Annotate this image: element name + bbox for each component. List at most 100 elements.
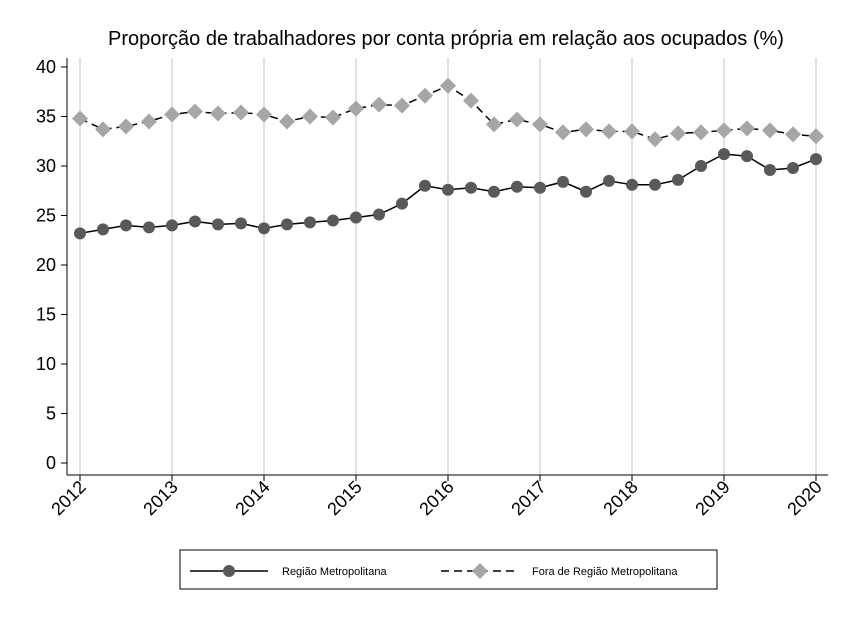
data-point xyxy=(693,124,709,141)
data-point xyxy=(373,208,385,221)
data-point xyxy=(670,125,686,142)
legend-item-2: Fora de Região Metropolitana xyxy=(441,563,678,579)
data-point xyxy=(164,106,180,123)
data-point xyxy=(279,113,295,130)
data-point xyxy=(764,163,776,176)
legend-box xyxy=(179,549,718,590)
data-point xyxy=(624,123,640,140)
data-point xyxy=(212,218,224,231)
series-1 xyxy=(74,148,822,240)
data-point xyxy=(348,100,364,117)
data-point xyxy=(233,104,249,121)
legend-items: Região Metropolitana Fora de Região Metro… xyxy=(190,563,678,579)
data-point xyxy=(463,92,479,109)
data-point xyxy=(580,185,592,198)
data-point xyxy=(555,124,571,141)
data-point xyxy=(532,116,548,133)
legend-item-1: Região Metropolitana xyxy=(190,565,387,578)
y-tick-label: 10 xyxy=(36,354,56,374)
data-point xyxy=(741,150,753,163)
data-point xyxy=(256,106,272,123)
data-point xyxy=(785,126,801,143)
y-axis-ticks: 0 5 10 15 20 25 30 35 40 xyxy=(36,57,67,473)
y-tick-label: 5 xyxy=(46,404,56,424)
x-tick-label: 2017 xyxy=(507,477,549,519)
data-point xyxy=(325,109,341,126)
legend: Região Metropolitana Fora de Região Metro… xyxy=(179,549,718,590)
y-tick-label: 0 xyxy=(46,453,56,473)
data-point xyxy=(440,77,456,94)
data-point xyxy=(396,197,408,210)
data-point xyxy=(787,161,799,174)
data-point xyxy=(509,111,525,128)
data-point xyxy=(534,181,546,194)
data-point xyxy=(739,120,755,137)
data-point xyxy=(488,185,500,198)
data-point xyxy=(603,174,615,187)
data-point xyxy=(394,97,410,114)
legend-label: Região Metropolitana xyxy=(282,566,387,578)
y-tick-label: 25 xyxy=(36,206,56,226)
data-point xyxy=(649,178,661,191)
data-point xyxy=(486,116,502,133)
x-tick-label: 2013 xyxy=(139,477,181,519)
data-point xyxy=(304,216,316,229)
data-point xyxy=(810,153,822,166)
y-tick-label: 40 xyxy=(36,57,56,77)
data-point xyxy=(118,118,134,135)
x-tick-label: 2015 xyxy=(323,477,365,519)
data-point xyxy=(281,218,293,231)
x-axis-ticks: 2012 2013 2014 2015 2016 2017 2018 2019 2020 xyxy=(47,475,826,519)
data-point xyxy=(235,217,247,230)
data-point xyxy=(718,148,730,161)
data-point xyxy=(716,122,732,139)
data-point xyxy=(647,131,663,148)
data-point xyxy=(72,110,88,127)
data-point xyxy=(808,128,824,145)
data-point xyxy=(350,211,362,224)
legend-marker xyxy=(223,565,235,577)
x-tick-label: 2014 xyxy=(231,477,273,519)
y-tick-label: 30 xyxy=(36,156,56,176)
data-point xyxy=(557,175,569,188)
gridlines xyxy=(79,58,817,475)
x-tick-label: 2020 xyxy=(783,477,825,519)
data-point xyxy=(419,179,431,192)
y-tick-label: 35 xyxy=(36,107,56,127)
data-point xyxy=(762,122,778,139)
data-point xyxy=(511,180,523,193)
y-tick-label: 20 xyxy=(36,255,56,275)
legend-label: Fora de Região Metropolitana xyxy=(532,566,678,578)
data-point xyxy=(327,214,339,227)
series-2 xyxy=(72,77,824,148)
data-point xyxy=(187,103,203,120)
data-point xyxy=(626,178,638,191)
legend-marker xyxy=(472,563,488,579)
data-point xyxy=(95,121,111,138)
data-point xyxy=(465,181,477,194)
data-point xyxy=(143,221,155,234)
x-tick-label: 2012 xyxy=(47,477,89,519)
data-point xyxy=(120,219,132,232)
data-point xyxy=(189,215,201,228)
data-point xyxy=(578,121,594,138)
data-point xyxy=(417,87,433,104)
series-layer xyxy=(72,77,824,240)
x-tick-label: 2019 xyxy=(691,477,733,519)
data-point xyxy=(258,222,270,235)
data-point xyxy=(672,173,684,186)
data-point xyxy=(695,160,707,172)
data-point xyxy=(166,219,178,232)
x-tick-label: 2018 xyxy=(599,477,641,519)
data-point xyxy=(442,183,454,196)
chart-title: Proporção de trabalhadores por conta pró… xyxy=(108,28,784,50)
data-point xyxy=(210,105,226,122)
data-point xyxy=(601,123,617,140)
data-point xyxy=(302,108,318,125)
data-point xyxy=(371,96,387,113)
data-point xyxy=(141,113,157,130)
y-tick-label: 15 xyxy=(36,305,56,325)
data-point xyxy=(74,227,86,240)
